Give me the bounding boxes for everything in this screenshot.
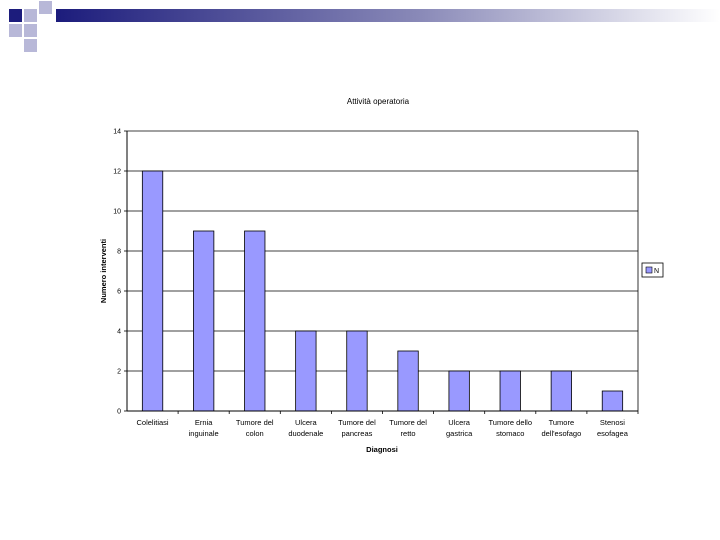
bar <box>193 230 215 412</box>
bar <box>295 330 317 412</box>
x-tick-label: dell'esofago <box>541 429 581 438</box>
x-tick-label: Stenosi <box>600 418 625 427</box>
legend-box <box>641 262 664 278</box>
x-tick-label: Tumore del <box>338 418 376 427</box>
y-ticks: 0 2 4 6 8 10 12 14 <box>113 129 127 416</box>
chart-title: Attività operatoria <box>347 97 410 106</box>
deco-square <box>9 9 22 22</box>
header-gradient-band <box>56 9 720 22</box>
y-tick-label: 8 <box>117 249 121 256</box>
y-tick-label: 0 <box>117 409 121 416</box>
bar <box>244 230 266 412</box>
x-tick-label: Ernia <box>195 418 213 427</box>
x-ticks: Colelitiasi Ernia inguinale Tumore del colon… <box>136 411 639 438</box>
y-tick-label: 4 <box>117 329 121 336</box>
x-tick-label: pancreas <box>342 429 373 438</box>
x-tick-label: colon <box>246 429 264 438</box>
bar <box>397 350 419 412</box>
bar <box>448 370 470 412</box>
y-tick-label: 10 <box>113 209 121 216</box>
deco-square <box>24 24 37 37</box>
y-tick-label: 12 <box>113 169 121 176</box>
deco-square <box>24 39 37 52</box>
x-tick-label: Colelitiasi <box>136 418 168 427</box>
bar <box>141 170 164 412</box>
deco-square <box>39 1 52 14</box>
legend-swatch <box>645 266 653 274</box>
deco-square <box>24 9 37 22</box>
bar <box>601 390 624 412</box>
x-tick-label: Ulcera <box>295 418 318 427</box>
y-tick-label: 6 <box>117 289 121 296</box>
bar <box>346 330 368 412</box>
slide-decoration <box>9 1 720 52</box>
x-tick-label: stomaco <box>496 429 524 438</box>
x-tick-label: Tumore dello <box>489 418 533 427</box>
legend: N <box>641 262 664 278</box>
y-axis-title: Numero interventi <box>99 239 108 303</box>
x-tick-label: Tumore del <box>236 418 274 427</box>
y-tick-label: 14 <box>113 129 121 136</box>
deco-square <box>9 24 22 37</box>
bar <box>499 370 521 412</box>
x-tick-label: Tumore <box>549 418 575 427</box>
x-tick-label: Ulcera <box>448 418 471 427</box>
x-tick-label: esofagea <box>597 429 629 438</box>
bars <box>141 170 624 412</box>
legend-label: N <box>654 268 659 275</box>
x-tick-label: retto <box>401 429 416 438</box>
x-axis-title: Diagnosi <box>366 445 398 454</box>
x-tick-label: inguinale <box>189 429 219 438</box>
y-tick-label: 2 <box>117 369 121 376</box>
x-tick-label: gastrica <box>446 429 473 438</box>
bar <box>550 370 572 412</box>
x-tick-label: duodenale <box>288 429 323 438</box>
x-tick-label: Tumore del <box>389 418 427 427</box>
